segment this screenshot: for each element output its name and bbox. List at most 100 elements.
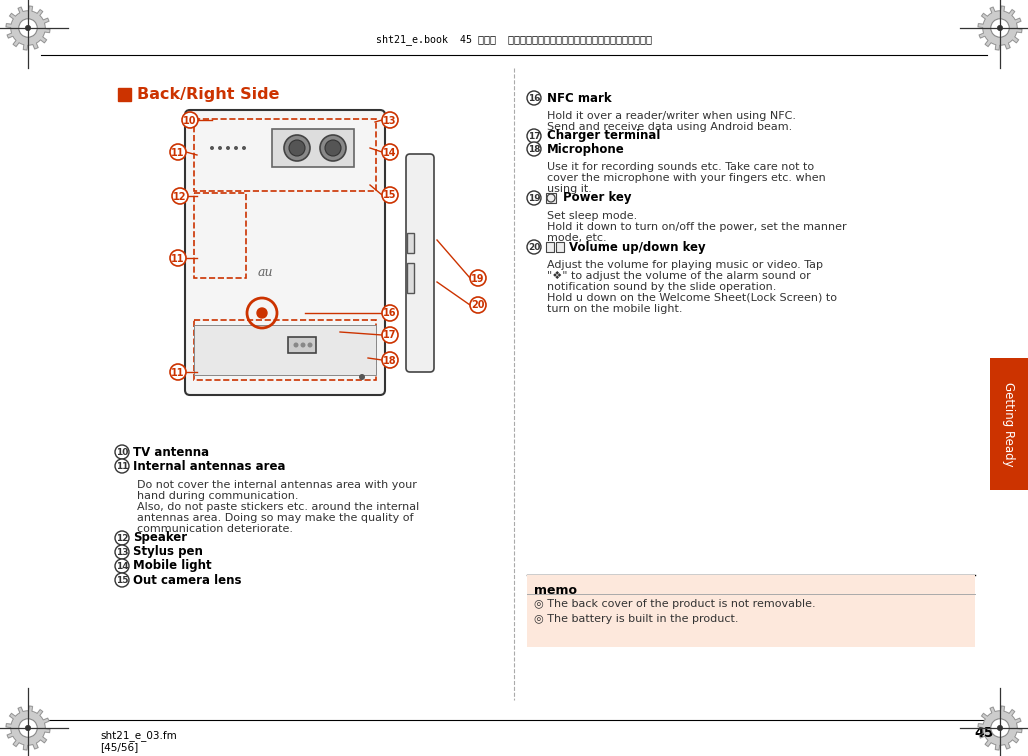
Bar: [194, 325, 376, 375]
Polygon shape: [6, 6, 50, 50]
Circle shape: [527, 129, 541, 143]
Circle shape: [997, 26, 1002, 31]
Circle shape: [284, 135, 310, 161]
Text: "❖" to adjust the volume of the alarm sound or: "❖" to adjust the volume of the alarm so…: [547, 271, 811, 281]
Text: 13: 13: [116, 548, 128, 557]
Bar: [990, 358, 1028, 490]
Circle shape: [226, 146, 230, 150]
Circle shape: [307, 342, 313, 348]
Circle shape: [382, 144, 398, 160]
Bar: [118, 88, 131, 101]
Circle shape: [470, 297, 486, 313]
Text: antennas area. Doing so may make the quality of: antennas area. Doing so may make the qua…: [137, 513, 413, 523]
Text: au: au: [257, 267, 272, 280]
Circle shape: [527, 91, 541, 105]
Text: Out camera lens: Out camera lens: [133, 574, 242, 587]
Bar: [272, 129, 354, 167]
Text: 18: 18: [527, 145, 541, 153]
Bar: [407, 263, 414, 293]
Circle shape: [234, 146, 238, 150]
Text: Charger terminal: Charger terminal: [547, 129, 660, 142]
Circle shape: [289, 140, 305, 156]
Text: Mobile light: Mobile light: [133, 559, 212, 572]
Circle shape: [115, 445, 128, 459]
Text: ←Google→: ←Google→: [248, 349, 292, 358]
Text: communication deteriorate.: communication deteriorate.: [137, 524, 293, 534]
Circle shape: [382, 352, 398, 368]
Circle shape: [115, 573, 128, 587]
Text: Back/Right Side: Back/Right Side: [137, 88, 280, 103]
Text: notification sound by the slide operation.: notification sound by the slide operatio…: [547, 282, 776, 292]
Text: 15: 15: [116, 576, 128, 585]
Circle shape: [115, 531, 128, 545]
Circle shape: [210, 146, 214, 150]
Circle shape: [294, 342, 298, 348]
Circle shape: [470, 270, 486, 286]
Text: cover the microphone with your fingers etc. when: cover the microphone with your fingers e…: [547, 173, 825, 183]
Circle shape: [997, 725, 1002, 730]
Bar: [527, 575, 975, 647]
Circle shape: [115, 545, 128, 559]
Bar: [288, 337, 316, 353]
Text: Stylus pen: Stylus pen: [133, 546, 203, 559]
Circle shape: [359, 374, 365, 380]
Circle shape: [170, 250, 186, 266]
Text: 20: 20: [527, 243, 540, 252]
Text: Getting Ready: Getting Ready: [1002, 382, 1016, 466]
Text: hand during communication.: hand during communication.: [137, 491, 298, 501]
Bar: [546, 242, 554, 252]
Text: 11: 11: [172, 147, 185, 157]
Text: 14: 14: [383, 147, 397, 157]
Text: 15: 15: [383, 191, 397, 200]
Text: mode, etc.: mode, etc.: [547, 233, 607, 243]
Bar: [194, 119, 376, 191]
FancyBboxPatch shape: [185, 110, 386, 395]
Text: Send and receive data using Android beam.: Send and receive data using Android beam…: [547, 122, 793, 132]
Circle shape: [527, 142, 541, 156]
Circle shape: [257, 308, 267, 318]
Circle shape: [115, 559, 128, 573]
Text: 17: 17: [527, 132, 541, 141]
FancyBboxPatch shape: [406, 154, 434, 372]
Bar: [194, 320, 376, 380]
Bar: [194, 193, 246, 278]
Circle shape: [218, 146, 222, 150]
Bar: [546, 193, 556, 203]
Text: 11: 11: [172, 367, 185, 377]
Text: Use it for recording sounds etc. Take care not to: Use it for recording sounds etc. Take ca…: [547, 162, 814, 172]
Circle shape: [115, 459, 128, 473]
Text: sht21_e.book  45 ページ  ２０１２年１１月２６日　月曜日　午前１１時１９分: sht21_e.book 45 ページ ２０１２年１１月２６日 月曜日 午前１１…: [376, 35, 652, 45]
Circle shape: [527, 191, 541, 205]
Text: ◎ The battery is built in the product.: ◎ The battery is built in the product.: [534, 614, 738, 624]
Circle shape: [19, 719, 37, 737]
Text: Power key: Power key: [563, 191, 631, 205]
Circle shape: [382, 305, 398, 321]
Circle shape: [26, 725, 31, 730]
Text: 10: 10: [183, 116, 196, 125]
Text: 17: 17: [383, 330, 397, 340]
Circle shape: [170, 364, 186, 380]
Circle shape: [26, 26, 31, 31]
Text: Adjust the volume for playing music or video. Tap: Adjust the volume for playing music or v…: [547, 260, 823, 270]
Text: 4G LTE: 4G LTE: [262, 352, 288, 361]
Text: Hold u down on the Welcome Sheet(Lock Screen) to: Hold u down on the Welcome Sheet(Lock Sc…: [547, 293, 837, 303]
Text: Hold it over a reader/writer when using NFC.: Hold it over a reader/writer when using …: [547, 111, 796, 121]
Text: 12: 12: [116, 534, 128, 543]
Text: ◎ The back cover of the product is not removable.: ◎ The back cover of the product is not r…: [534, 599, 815, 609]
Text: Do not cover the internal antennas area with your: Do not cover the internal antennas area …: [137, 480, 417, 490]
Text: sht21_e_03.fm: sht21_e_03.fm: [100, 730, 177, 741]
Text: 16: 16: [383, 308, 397, 318]
Circle shape: [382, 327, 398, 343]
Circle shape: [527, 240, 541, 254]
Circle shape: [991, 19, 1009, 37]
Circle shape: [300, 342, 305, 348]
Text: Volume up/down key: Volume up/down key: [570, 240, 705, 253]
Circle shape: [325, 140, 341, 156]
Text: 11: 11: [172, 253, 185, 264]
Circle shape: [991, 719, 1009, 737]
Text: Hold it down to turn on/off the power, set the manner: Hold it down to turn on/off the power, s…: [547, 222, 847, 232]
Circle shape: [242, 146, 246, 150]
Text: 19: 19: [527, 194, 541, 203]
Text: 11: 11: [116, 462, 128, 471]
Text: 10: 10: [116, 448, 128, 457]
